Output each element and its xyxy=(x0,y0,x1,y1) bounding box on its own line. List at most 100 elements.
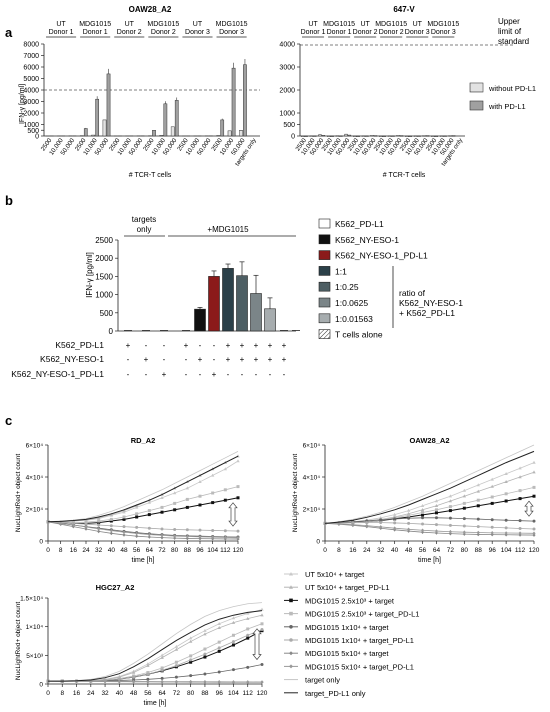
group-header-line2: Donor 3 xyxy=(405,29,430,36)
x-tick-label: 80 xyxy=(187,690,195,697)
y-tick-label: 0 xyxy=(39,539,43,546)
series-marker xyxy=(505,492,508,495)
bar xyxy=(223,268,234,331)
x-tick-label: 104 xyxy=(207,547,218,554)
series-marker xyxy=(161,677,164,680)
bar-without-pdl1 xyxy=(239,130,242,136)
y-tick-label: 0 xyxy=(109,327,114,336)
legend-swatch-with-pdl1 xyxy=(470,101,483,110)
condition-sign: + xyxy=(268,355,273,364)
series-marker xyxy=(186,498,189,501)
series-marker xyxy=(421,523,424,526)
bar xyxy=(265,309,276,331)
series-marker xyxy=(393,517,396,520)
condition-sign: - xyxy=(127,355,130,364)
x-tick-label: 40 xyxy=(391,547,399,554)
y-tick-label: 0 xyxy=(291,134,295,141)
y-tick-label: 2000 xyxy=(95,254,113,263)
group-header-line2: Donor 2 xyxy=(117,29,142,36)
condition-row-label: K562_PD-L1 xyxy=(55,340,104,350)
series-marker xyxy=(203,656,206,659)
y-tick-label: 2×10⁴ xyxy=(303,507,321,514)
group-header-line1: UT xyxy=(413,21,423,28)
bar-with-pdl1 xyxy=(339,136,342,137)
series-marker xyxy=(435,508,438,511)
bar-without-pdl1 xyxy=(423,136,426,137)
series-marker xyxy=(449,517,452,520)
legend-marker xyxy=(289,599,293,603)
series-marker xyxy=(491,526,494,529)
series-line xyxy=(48,615,262,681)
condition-sign: + xyxy=(198,355,203,364)
bar-with-pdl1 xyxy=(175,100,178,136)
y-tick-label: 5000 xyxy=(23,76,39,83)
condition-sign: - xyxy=(213,341,216,350)
series-marker xyxy=(173,528,176,531)
y-tick-label: 6×10⁴ xyxy=(26,443,44,450)
legend-swatch xyxy=(319,235,330,244)
group-header-line1: MDG1015 xyxy=(323,21,355,28)
series-marker xyxy=(203,672,206,675)
series-marker xyxy=(477,499,480,502)
y-tick-label: 8000 xyxy=(23,42,39,49)
x-tick-label: 72 xyxy=(173,690,181,697)
condition-sign: + xyxy=(254,341,259,350)
bar-with-pdl1 xyxy=(426,136,429,137)
bar-without-pdl1 xyxy=(103,120,106,136)
bar-with-pdl1 xyxy=(313,136,316,137)
ratio-note-line: ratio of xyxy=(399,288,426,298)
y-tick-label: 1000 xyxy=(95,291,113,300)
y-axis-label: NucLightRed+ object count xyxy=(292,454,299,532)
series-marker xyxy=(232,634,235,637)
x-tick-label: 120 xyxy=(233,547,244,554)
group-header-line2: Donor 1 xyxy=(83,29,108,36)
x-tick-label: 8 xyxy=(59,547,63,554)
x-tick-label: 48 xyxy=(130,690,138,697)
series-marker xyxy=(236,459,239,462)
y-tick-label: 6×10⁴ xyxy=(303,443,321,450)
series-marker xyxy=(189,654,192,657)
bar-with-pdl1 xyxy=(322,135,325,136)
y-tick-label: 1500 xyxy=(95,272,113,281)
legend-swatch xyxy=(319,330,330,339)
series-marker xyxy=(123,516,126,519)
x-tick-label: 88 xyxy=(201,690,209,697)
series-marker xyxy=(519,527,522,530)
x-tick-label: 96 xyxy=(216,690,224,697)
series-marker xyxy=(161,680,164,684)
bar-without-pdl1 xyxy=(405,136,408,137)
y-tick-label: 4000 xyxy=(23,88,39,95)
bar-with-pdl1 xyxy=(107,74,110,136)
y-tick-label: 5×10³ xyxy=(26,653,44,660)
upper-limit-note-line: limit of xyxy=(498,27,522,36)
series-marker xyxy=(211,501,214,504)
panel-b-condition-table: K562_PD-L1+--+--+++++K562_NY-ESO-1-+--+-… xyxy=(11,340,286,379)
condition-sign: + xyxy=(226,355,231,364)
legend-label-with-pdl1: with PD-L1 xyxy=(488,102,526,111)
series-marker xyxy=(232,640,235,643)
series-marker xyxy=(261,628,264,631)
series-marker xyxy=(135,512,138,515)
condition-sign: + xyxy=(212,370,217,379)
bar-with-pdl1 xyxy=(383,136,386,137)
series-marker xyxy=(407,522,410,525)
series-marker xyxy=(189,674,192,677)
series-line xyxy=(48,631,262,681)
series-marker xyxy=(463,530,466,534)
series-marker xyxy=(237,496,240,499)
series-line xyxy=(48,681,262,682)
x-axis-label: time [h] xyxy=(132,557,155,564)
x-tick-label: 0 xyxy=(46,690,50,697)
series-marker xyxy=(199,495,202,498)
series-marker xyxy=(477,504,480,507)
bar-without-pdl1 xyxy=(92,135,95,136)
series-marker xyxy=(218,641,221,644)
series-marker xyxy=(477,525,480,528)
series-marker xyxy=(533,528,536,531)
series-marker xyxy=(148,509,151,512)
series-marker xyxy=(435,523,438,526)
series-marker xyxy=(435,511,438,514)
series-marker xyxy=(477,531,480,535)
panel-b-ylabel: IFN-γ [pg/ml] xyxy=(85,252,94,298)
